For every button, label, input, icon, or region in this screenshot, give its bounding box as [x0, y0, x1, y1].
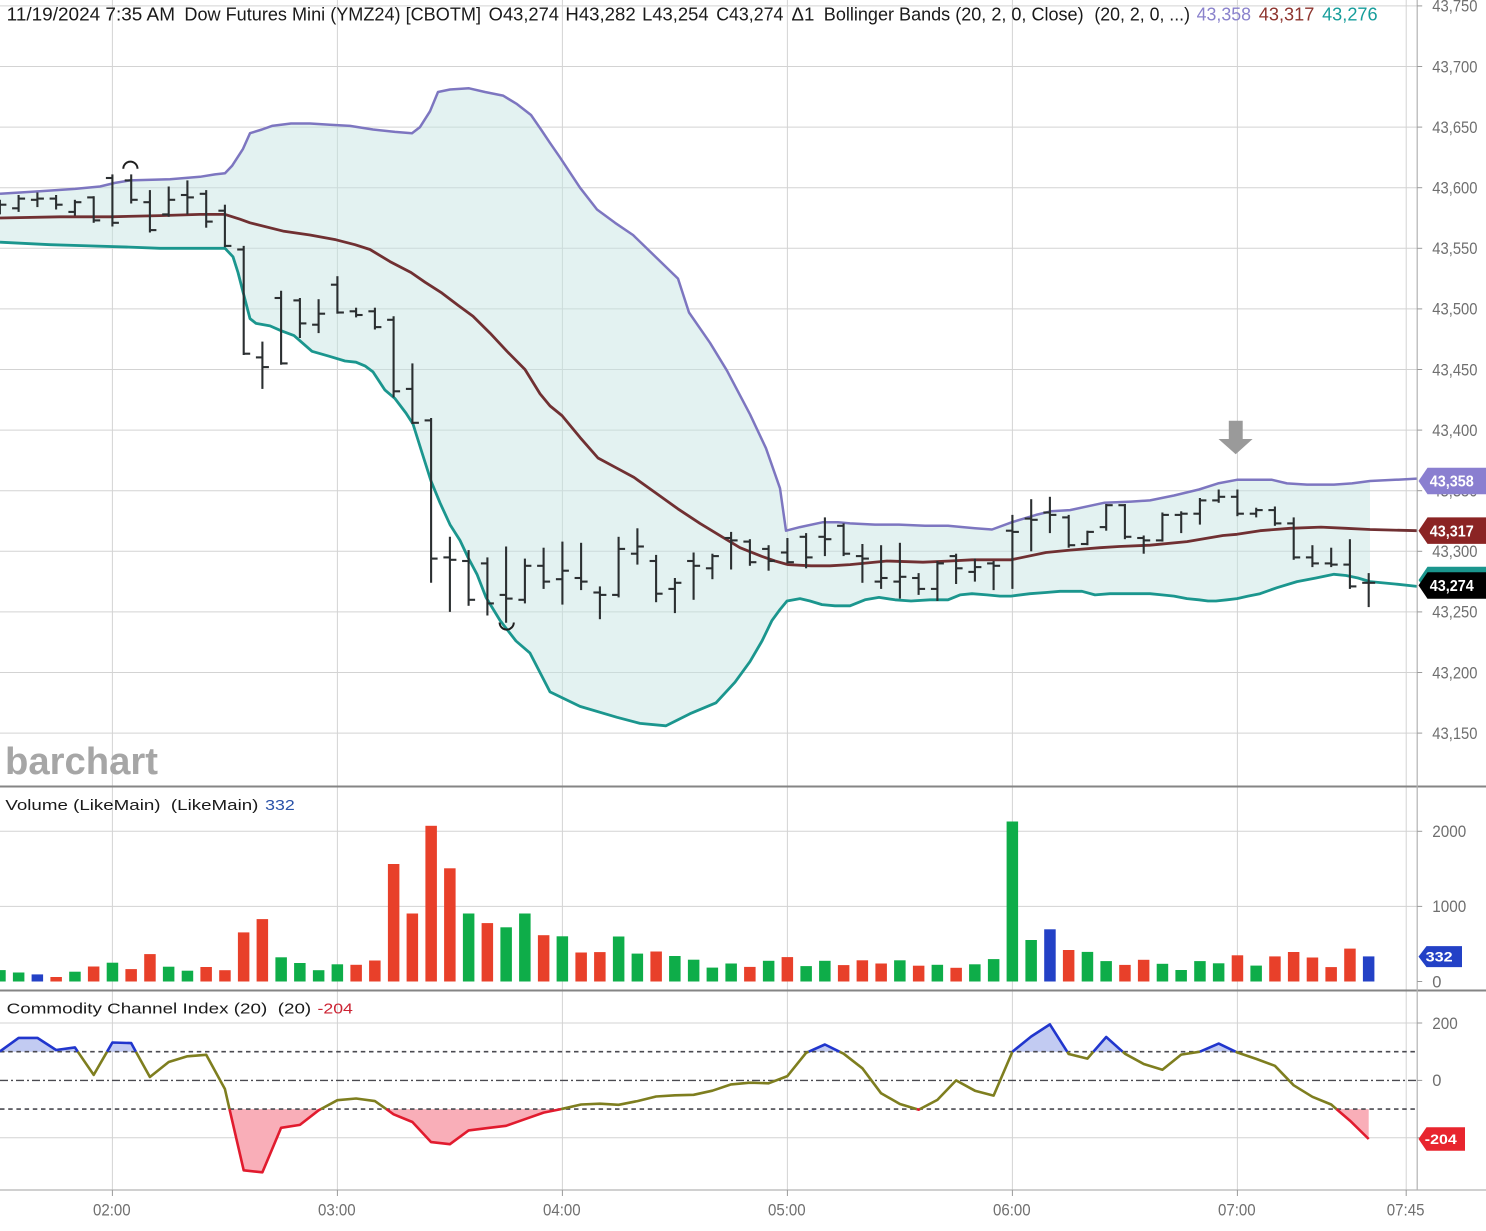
svg-text:0: 0: [1432, 1072, 1441, 1090]
svg-text:11/19/2024 7:35 AM: 11/19/2024 7:35 AM: [7, 4, 175, 24]
svg-text:04:00: 04:00: [543, 1200, 581, 1219]
svg-text:Dow Futures Mini (YMZ24) [CBOT: Dow Futures Mini (YMZ24) [CBOTM]: [184, 4, 481, 24]
svg-text:L43,254: L43,254: [642, 4, 709, 24]
svg-text:07:45: 07:45: [1387, 1200, 1425, 1219]
svg-text:Commodity Channel Index (20): Commodity Channel Index (20) (20): [7, 1001, 312, 1018]
svg-text:1000: 1000: [1432, 898, 1466, 916]
svg-text:200: 200: [1432, 1015, 1458, 1033]
svg-text:H43,282: H43,282: [565, 4, 635, 24]
svg-text:0: 0: [1432, 973, 1441, 991]
svg-text:Δ1: Δ1: [792, 4, 815, 24]
svg-text:43,358: 43,358: [1430, 474, 1474, 491]
svg-text:07:00: 07:00: [1218, 1200, 1256, 1219]
svg-text:43,650: 43,650: [1432, 119, 1477, 137]
svg-text:43,250: 43,250: [1432, 604, 1477, 622]
svg-text:43,150: 43,150: [1432, 725, 1477, 743]
svg-text:332: 332: [1426, 949, 1453, 965]
svg-text:43,358: 43,358: [1197, 4, 1251, 24]
svg-text:2000: 2000: [1432, 823, 1466, 841]
svg-text:43,450: 43,450: [1432, 361, 1477, 379]
svg-text:43,317: 43,317: [1259, 4, 1315, 24]
svg-text:43,550: 43,550: [1432, 240, 1477, 258]
svg-text:43,200: 43,200: [1432, 664, 1477, 682]
svg-text:43,700: 43,700: [1432, 58, 1477, 76]
svg-text:Volume (LikeMain) (LikeMain): Volume (LikeMain) (LikeMain): [5, 797, 258, 814]
svg-text:43,400: 43,400: [1432, 422, 1477, 440]
svg-text:-204: -204: [318, 1001, 353, 1018]
svg-text:43,750: 43,750: [1432, 0, 1477, 16]
svg-text:03:00: 03:00: [318, 1200, 356, 1219]
svg-text:06:00: 06:00: [993, 1200, 1031, 1219]
svg-text:43,274: 43,274: [1430, 578, 1474, 595]
svg-text:43,300: 43,300: [1432, 543, 1477, 561]
svg-text:barchart: barchart: [5, 741, 158, 783]
svg-text:(20, 2, 0, ...): (20, 2, 0, ...): [1094, 4, 1190, 24]
svg-text:43,600: 43,600: [1432, 180, 1477, 198]
svg-text:43,500: 43,500: [1432, 301, 1477, 319]
svg-text:43,276: 43,276: [1322, 4, 1378, 24]
svg-text:02:00: 02:00: [93, 1200, 131, 1219]
svg-text:332: 332: [265, 797, 295, 814]
svg-text:-204: -204: [1425, 1131, 1457, 1147]
svg-text:C43,274: C43,274: [716, 4, 783, 24]
svg-text:Bollinger Bands (20, 2, 0, Clo: Bollinger Bands (20, 2, 0, Close): [824, 4, 1084, 24]
svg-text:43,317: 43,317: [1430, 523, 1474, 540]
svg-text:05:00: 05:00: [768, 1200, 806, 1219]
svg-text:O43,274: O43,274: [489, 4, 559, 24]
